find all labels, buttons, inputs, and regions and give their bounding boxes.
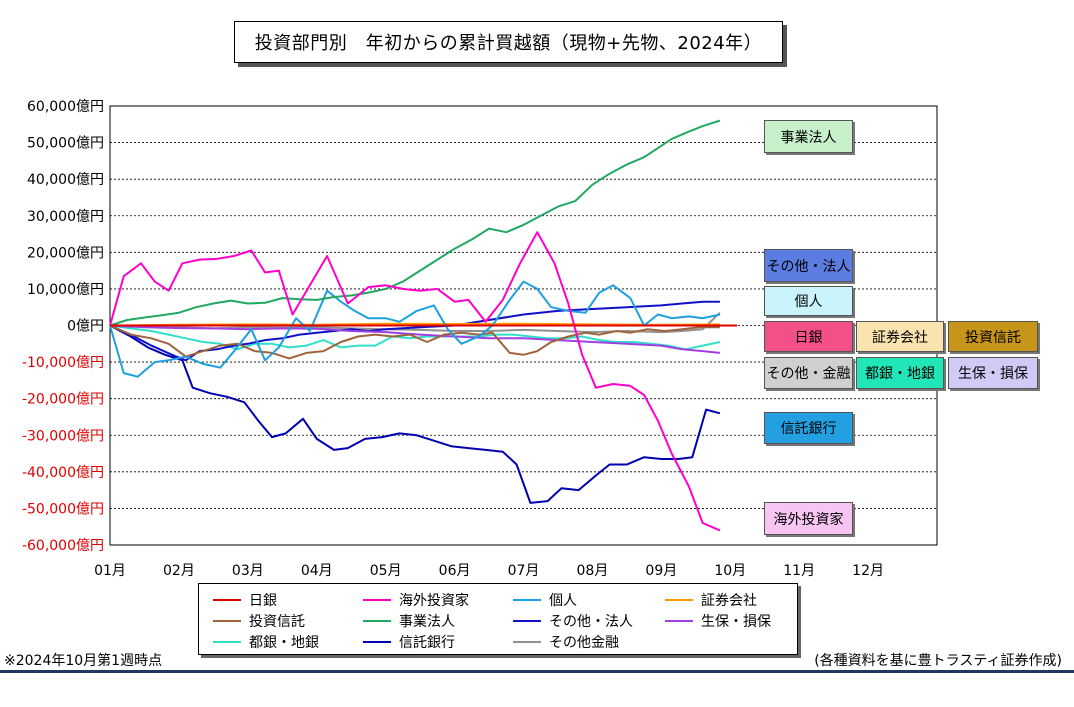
- series-tag: 個人: [764, 286, 853, 316]
- y-tick-label: 0億円: [67, 319, 104, 335]
- legend-swatch: [363, 641, 391, 643]
- legend-label: 投資信託: [249, 614, 305, 630]
- legend-swatch: [513, 599, 541, 601]
- legend-item: 投資信託: [213, 611, 305, 631]
- legend-item: 日銀: [213, 590, 277, 610]
- legend-item: 個人: [513, 590, 577, 610]
- legend-item: 生保・損保: [665, 611, 771, 631]
- y-tick-label: 10,000億円: [27, 282, 104, 298]
- legend-swatch: [363, 599, 391, 601]
- legend-label: その他・法人: [549, 614, 633, 630]
- bottom-rule: [0, 670, 1074, 673]
- legend-label: 海外投資家: [399, 593, 469, 609]
- x-tick-label: 09月: [645, 563, 677, 579]
- series-tag: 都銀・地銀: [856, 357, 944, 389]
- legend-label: 証券会社: [701, 593, 757, 609]
- legend-item: 信託銀行: [363, 632, 455, 652]
- x-tick-label: 03月: [232, 563, 264, 579]
- series-tag: 海外投資家: [764, 502, 853, 535]
- legend: 日銀 海外投資家 個人 証券会社投資信託 事業法人 その他・法人 生保・損保都銀・地銀 信託銀…: [198, 583, 798, 655]
- series-tag: その他・金融: [764, 357, 853, 389]
- y-tick-label: 50,000億円: [27, 136, 104, 152]
- series-line-7: [109, 324, 721, 354]
- series-line-1: [109, 231, 721, 532]
- series-tag: 投資信託: [948, 321, 1038, 352]
- legend-item: その他・法人: [513, 611, 633, 631]
- legend-item: その他金融: [513, 632, 619, 652]
- legend-item: 事業法人: [363, 611, 455, 631]
- source-note: (各種資料を基に豊トラスティ証券作成): [814, 653, 1062, 669]
- y-tick-label: 20,000億円: [27, 245, 104, 261]
- x-tick-label: 06月: [439, 563, 471, 579]
- legend-label: その他金融: [549, 635, 619, 651]
- legend-swatch: [213, 599, 241, 601]
- series-line-5: [109, 119, 721, 327]
- y-tick-label: 60,000億円: [27, 99, 104, 115]
- series-tag: 事業法人: [764, 120, 853, 153]
- x-tick-label: 02月: [163, 563, 195, 579]
- legend-label: 都銀・地銀: [249, 635, 319, 651]
- y-tick-label: -10,000億円: [22, 355, 104, 371]
- series-tag: 信託銀行: [764, 412, 853, 444]
- x-tick-label: 08月: [577, 563, 609, 579]
- series-tag: 日銀: [764, 321, 853, 352]
- y-tick-label: 30,000億円: [27, 209, 104, 225]
- legend-swatch: [213, 641, 241, 643]
- x-tick-label: 10月: [714, 563, 746, 579]
- y-tick-label: -50,000億円: [22, 501, 104, 517]
- legend-label: 事業法人: [399, 614, 455, 630]
- legend-label: 個人: [549, 593, 577, 609]
- series-line-2: [109, 280, 721, 378]
- legend-item: 証券会社: [665, 590, 757, 610]
- x-tick-label: 12月: [852, 563, 884, 579]
- x-tick-label: 05月: [370, 563, 402, 579]
- y-tick-label: -20,000億円: [22, 392, 104, 408]
- series-tag: その他・法人: [764, 249, 853, 282]
- y-tick-label: 40,000億円: [27, 172, 104, 188]
- legend-swatch: [665, 599, 693, 601]
- legend-label: 日銀: [249, 593, 277, 609]
- legend-item: 海外投資家: [363, 590, 469, 610]
- series-tag: 生保・損保: [948, 357, 1038, 389]
- legend-label: 信託銀行: [399, 635, 455, 651]
- legend-swatch: [665, 620, 693, 622]
- legend-item: 都銀・地銀: [213, 632, 319, 652]
- x-tick-label: 07月: [508, 563, 540, 579]
- y-tick-label: -30,000億円: [22, 428, 104, 444]
- legend-swatch: [513, 620, 541, 622]
- y-tick-label: -40,000億円: [22, 465, 104, 481]
- x-tick-label: 11月: [783, 563, 815, 579]
- legend-swatch: [363, 620, 391, 622]
- legend-swatch: [513, 641, 541, 643]
- chart-title: 投資部門別 年初からの累計買越額（現物+先物、2024年）: [234, 21, 783, 63]
- legend-swatch: [213, 620, 241, 622]
- series-line-9: [109, 324, 721, 504]
- footnote: ※2024年10月第1週時点: [4, 653, 163, 669]
- x-tick-label: 01月: [94, 563, 126, 579]
- y-tick-label: -60,000億円: [22, 538, 104, 554]
- series-line-4: [109, 324, 720, 360]
- series-tag: 証券会社: [856, 321, 944, 352]
- legend-label: 生保・損保: [701, 614, 771, 630]
- x-tick-label: 04月: [301, 563, 333, 579]
